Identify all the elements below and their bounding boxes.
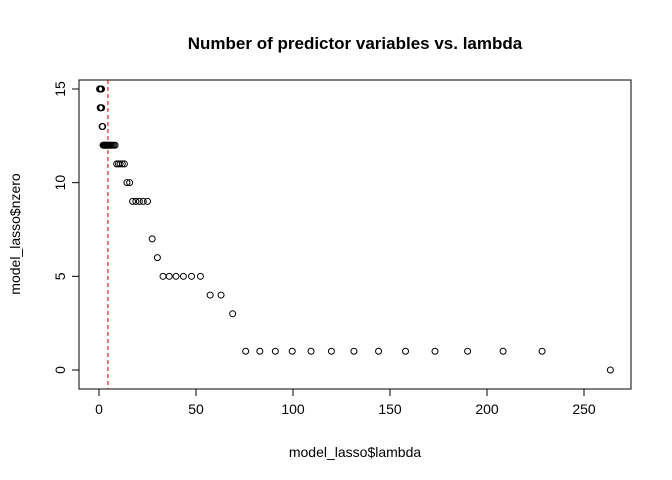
data-point bbox=[188, 272, 196, 280]
data-point bbox=[499, 347, 507, 355]
x-tick-label: 200 bbox=[475, 401, 499, 417]
data-point bbox=[606, 366, 614, 374]
data-point bbox=[123, 179, 131, 187]
data-point bbox=[229, 310, 237, 318]
data-point bbox=[464, 347, 472, 355]
data-point bbox=[139, 197, 147, 205]
data-point bbox=[242, 347, 250, 355]
data-point bbox=[179, 272, 187, 280]
data-point bbox=[135, 197, 143, 205]
data-point bbox=[159, 272, 167, 280]
data-point bbox=[538, 347, 546, 355]
data-point bbox=[98, 104, 106, 112]
data-point bbox=[111, 141, 119, 149]
data-point bbox=[271, 347, 279, 355]
data-point bbox=[431, 347, 439, 355]
data-point bbox=[148, 235, 156, 243]
y-tick-label: 0 bbox=[52, 366, 68, 374]
y-tick-label: 5 bbox=[52, 272, 68, 280]
x-tick-label: 250 bbox=[572, 401, 596, 417]
x-axis: 0 50 100 150 200 250 bbox=[95, 388, 596, 417]
data-point bbox=[144, 197, 151, 205]
data-point bbox=[256, 347, 264, 355]
y-axis: 0 5 10 15 bbox=[52, 81, 80, 374]
data-point bbox=[206, 291, 214, 299]
data-point bbox=[217, 291, 225, 299]
data-point bbox=[307, 347, 315, 355]
data-point bbox=[288, 347, 296, 355]
points-layer bbox=[96, 85, 614, 374]
data-point bbox=[172, 272, 180, 280]
data-point bbox=[120, 160, 128, 168]
data-point bbox=[165, 272, 173, 280]
data-point bbox=[402, 347, 410, 355]
data-point bbox=[153, 254, 161, 262]
x-tick-label: 150 bbox=[378, 401, 402, 417]
y-tick-label: 15 bbox=[52, 81, 68, 97]
data-point bbox=[99, 122, 107, 130]
data-point bbox=[196, 272, 204, 280]
plot-frame bbox=[78, 79, 632, 390]
data-point bbox=[116, 160, 124, 168]
x-axis-label: model_lasso$lambda bbox=[289, 444, 422, 460]
y-axis-label: model_lasso$nzero bbox=[7, 173, 23, 295]
y-tick-label: 10 bbox=[52, 175, 68, 191]
data-point bbox=[375, 347, 383, 355]
data-point bbox=[126, 179, 134, 187]
x-tick-label: 50 bbox=[188, 401, 204, 417]
chart-title: Number of predictor variables vs. lambda bbox=[188, 34, 523, 53]
x-tick-label: 0 bbox=[95, 401, 103, 417]
data-point bbox=[118, 160, 126, 168]
x-tick-label: 100 bbox=[281, 401, 305, 417]
data-point bbox=[98, 85, 106, 93]
data-point bbox=[350, 347, 358, 355]
data-point bbox=[327, 347, 335, 355]
data-point bbox=[132, 197, 140, 205]
data-point bbox=[129, 197, 137, 205]
